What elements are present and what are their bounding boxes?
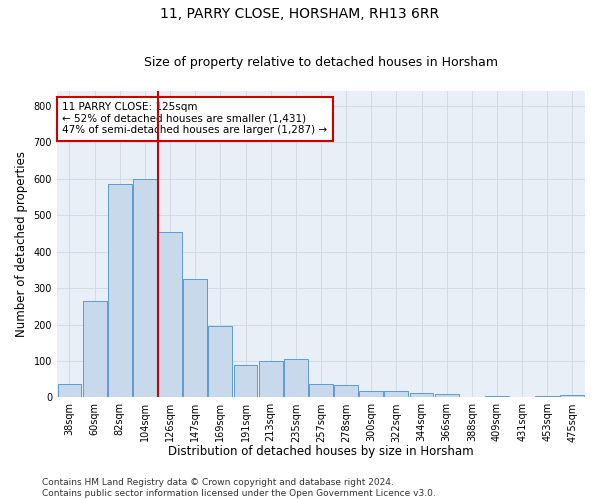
Bar xyxy=(435,394,458,398)
Bar xyxy=(359,391,383,398)
Bar xyxy=(309,384,333,398)
Bar xyxy=(208,326,232,398)
Bar xyxy=(560,395,584,398)
Bar xyxy=(158,232,182,398)
Text: 11, PARRY CLOSE, HORSHAM, RH13 6RR: 11, PARRY CLOSE, HORSHAM, RH13 6RR xyxy=(160,8,440,22)
Bar xyxy=(233,364,257,398)
Bar xyxy=(485,396,509,398)
Bar xyxy=(83,301,107,398)
Bar xyxy=(535,396,559,398)
Bar xyxy=(259,361,283,398)
X-axis label: Distribution of detached houses by size in Horsham: Distribution of detached houses by size … xyxy=(168,444,474,458)
Bar xyxy=(334,386,358,398)
Bar xyxy=(385,391,409,398)
Y-axis label: Number of detached properties: Number of detached properties xyxy=(15,152,28,338)
Title: Size of property relative to detached houses in Horsham: Size of property relative to detached ho… xyxy=(144,56,498,70)
Bar xyxy=(58,384,82,398)
Bar xyxy=(133,179,157,398)
Text: 11 PARRY CLOSE: 125sqm
← 52% of detached houses are smaller (1,431)
47% of semi-: 11 PARRY CLOSE: 125sqm ← 52% of detached… xyxy=(62,102,328,136)
Bar xyxy=(284,359,308,398)
Bar xyxy=(183,279,207,398)
Text: Contains HM Land Registry data © Crown copyright and database right 2024.
Contai: Contains HM Land Registry data © Crown c… xyxy=(42,478,436,498)
Bar xyxy=(108,184,132,398)
Bar xyxy=(410,392,433,398)
